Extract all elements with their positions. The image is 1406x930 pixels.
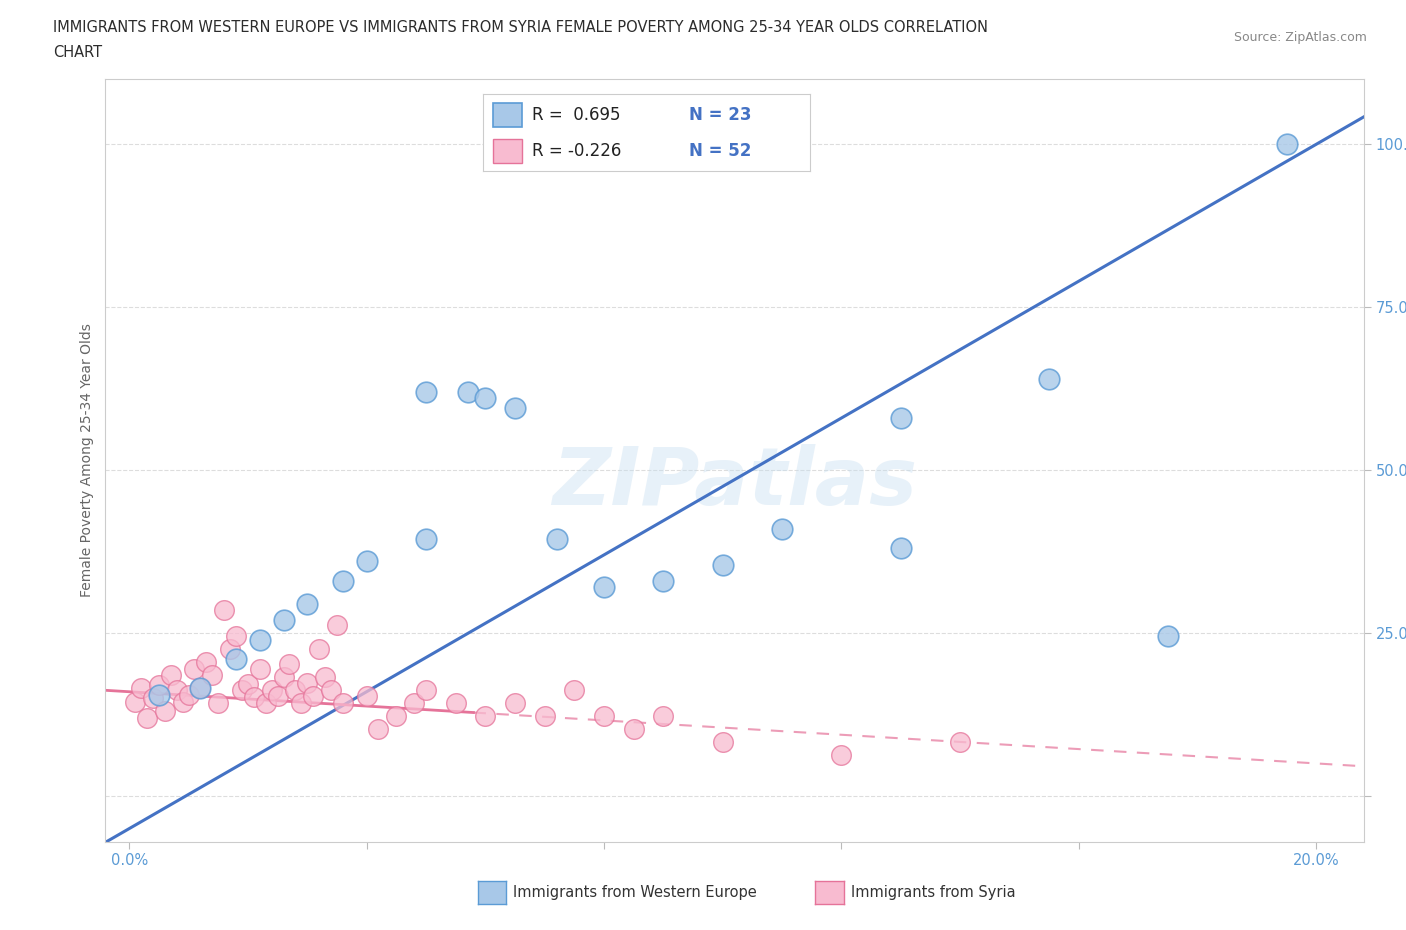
Point <box>243 689 266 704</box>
Point <box>1157 629 1180 644</box>
Text: IMMIGRANTS FROM WESTERN EUROPE VS IMMIGRANTS FROM SYRIA FEMALE POVERTY AMONG 25-: IMMIGRANTS FROM WESTERN EUROPE VS IMMIGR… <box>53 20 988 35</box>
Point <box>332 696 354 711</box>
Point <box>124 694 146 709</box>
Point <box>278 657 301 671</box>
Point <box>457 384 479 399</box>
Text: Source: ZipAtlas.com: Source: ZipAtlas.com <box>1233 31 1367 44</box>
Point <box>711 557 734 572</box>
Point <box>290 696 312 711</box>
Point <box>190 681 212 696</box>
Point <box>652 574 675 589</box>
Point <box>503 696 526 711</box>
Point <box>1038 371 1060 386</box>
Point <box>404 696 426 711</box>
Point <box>302 689 325 704</box>
Point <box>593 709 616 724</box>
Text: N = 52: N = 52 <box>689 141 751 160</box>
Point <box>148 678 170 693</box>
Point <box>711 735 734 750</box>
Point <box>284 683 307 698</box>
Point <box>266 689 288 704</box>
Point <box>183 661 205 676</box>
Point <box>1275 137 1298 152</box>
Point <box>415 384 437 399</box>
Point <box>225 629 247 644</box>
Point <box>770 522 793 537</box>
Point <box>297 676 319 691</box>
Point <box>249 632 271 647</box>
Point <box>890 410 912 425</box>
Point <box>546 531 568 546</box>
Point <box>332 574 354 589</box>
Text: Immigrants from Western Europe: Immigrants from Western Europe <box>513 885 756 900</box>
Text: Immigrants from Syria: Immigrants from Syria <box>851 885 1015 900</box>
Point <box>166 683 188 698</box>
Point <box>319 683 342 698</box>
Point <box>297 596 319 611</box>
Point <box>142 691 165 706</box>
Point <box>385 709 408 724</box>
Point <box>356 554 378 569</box>
Text: R = -0.226: R = -0.226 <box>531 141 621 160</box>
Point <box>225 652 247 667</box>
Point <box>207 696 229 711</box>
Point <box>172 694 194 709</box>
Point <box>326 618 349 632</box>
Point <box>231 683 253 698</box>
Point <box>830 748 852 763</box>
Text: R =  0.695: R = 0.695 <box>531 106 620 124</box>
Point <box>148 687 170 702</box>
Point <box>273 670 295 684</box>
Point <box>219 642 242 657</box>
FancyBboxPatch shape <box>492 102 522 127</box>
Point <box>652 709 675 724</box>
Point <box>474 391 496 405</box>
Text: CHART: CHART <box>53 45 103 60</box>
Point <box>949 735 972 750</box>
Point <box>136 711 159 725</box>
Point <box>195 655 218 670</box>
Point <box>533 709 555 724</box>
Point <box>367 722 389 737</box>
Point <box>356 689 378 704</box>
Point <box>623 722 645 737</box>
Text: N = 23: N = 23 <box>689 106 752 124</box>
Point <box>415 531 437 546</box>
Point <box>273 613 295 628</box>
Point <box>308 642 330 657</box>
Point <box>503 401 526 416</box>
Point <box>153 704 176 719</box>
Point <box>249 661 271 676</box>
Point <box>474 709 496 724</box>
Point <box>890 541 912 556</box>
FancyBboxPatch shape <box>492 139 522 163</box>
Point <box>159 668 181 683</box>
Point <box>415 683 437 698</box>
Point <box>212 603 235 618</box>
Point <box>260 683 283 698</box>
Point <box>190 681 212 696</box>
Point <box>564 683 586 698</box>
Point <box>314 670 336 684</box>
Point <box>129 681 152 696</box>
Y-axis label: Female Poverty Among 25-34 Year Olds: Female Poverty Among 25-34 Year Olds <box>80 324 94 597</box>
Point <box>236 676 259 691</box>
Point <box>254 696 277 711</box>
Point <box>444 696 467 711</box>
Point <box>177 687 200 702</box>
Point <box>593 580 616 595</box>
Point <box>201 668 224 683</box>
Text: ZIPatlas: ZIPatlas <box>553 445 917 523</box>
